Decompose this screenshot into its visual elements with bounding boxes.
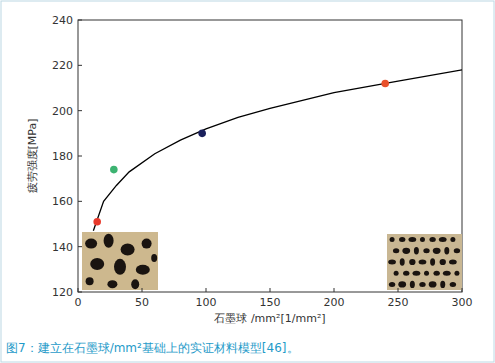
- x-tick: [142, 288, 143, 292]
- x-tick-label: 200: [324, 296, 345, 309]
- inset-nodule: [454, 271, 459, 276]
- data-point: [198, 130, 206, 138]
- inset-nodule: [114, 259, 126, 275]
- x-tick-label: 50: [135, 296, 149, 309]
- inset-nodule: [414, 247, 419, 254]
- y-tick-label: 240: [52, 14, 73, 27]
- x-tick-label: 100: [196, 296, 217, 309]
- y-tick-label: 160: [52, 195, 73, 208]
- x-tick: [206, 288, 207, 292]
- inset-nodule: [443, 271, 451, 276]
- inset-nodule: [430, 258, 435, 265]
- y-tick: [78, 156, 82, 157]
- chart-root: 0 50 100 150 200 250 300 120 140 160 180 200 220 240 石…: [0, 0, 495, 363]
- inset-nodule: [390, 237, 395, 242]
- micrograph-inset: [82, 232, 158, 290]
- x-tick: [398, 288, 399, 292]
- inset-nodule: [412, 271, 420, 276]
- x-tick: [78, 288, 79, 292]
- inset-nodule: [440, 259, 446, 265]
- y-tick-label: 140: [52, 241, 73, 254]
- inset-nodule: [433, 271, 439, 276]
- y-tick: [78, 246, 82, 247]
- inset-nodule: [424, 271, 429, 276]
- x-tick: [462, 288, 463, 292]
- inset-nodule: [439, 237, 447, 242]
- inset-nodule: [399, 237, 405, 242]
- inset-nodule: [403, 271, 409, 276]
- inset-nodule: [400, 258, 405, 265]
- plot-frame: [78, 20, 462, 292]
- x-tick-label: 150: [260, 296, 281, 309]
- inset-nodule: [85, 239, 97, 249]
- caption: 图7：建立在石墨球/mm²基础上的实证材料模型[46]。: [6, 341, 299, 355]
- inset-nodule: [429, 281, 437, 287]
- inset-nodule: [449, 260, 457, 265]
- inset-nodule: [450, 282, 456, 287]
- background: [1, 1, 494, 362]
- inset-nodule: [393, 248, 399, 253]
- y-tick: [78, 110, 82, 111]
- x-tick-label: 250: [388, 296, 409, 309]
- micrograph-inset: [387, 234, 462, 290]
- inset-nodule: [433, 248, 441, 254]
- data-group: [93, 70, 462, 231]
- x-tick: [334, 288, 335, 292]
- y-tick-label: 220: [52, 59, 73, 72]
- inset-nodule: [142, 239, 152, 249]
- inset-nodule: [440, 281, 445, 288]
- data-point: [93, 218, 101, 226]
- y-tick: [78, 65, 82, 66]
- inset-nodule: [408, 237, 416, 242]
- inset-nodule: [121, 243, 135, 255]
- y-tick: [78, 20, 82, 21]
- inset-nodule: [420, 237, 425, 242]
- inset-nodule: [389, 282, 395, 287]
- inset-nodule: [454, 248, 460, 253]
- inset-nodule: [398, 281, 406, 287]
- x-tick: [270, 288, 271, 292]
- y-tick: [78, 292, 82, 293]
- inset-nodule: [409, 259, 415, 265]
- inset-nodule: [86, 277, 94, 285]
- inset-nodule: [388, 260, 396, 265]
- inset-bg: [387, 234, 462, 290]
- inset-nodule: [104, 234, 114, 248]
- inset-nodule: [429, 237, 435, 242]
- fit-curve: [93, 70, 462, 231]
- y-axis-label: 疲劳强度[MPa]: [26, 119, 39, 194]
- inset-nodule: [131, 279, 139, 289]
- inset-nodule: [394, 271, 399, 276]
- inset-nodule: [90, 258, 104, 270]
- x-axis-label: 石墨球 /mm²[1/mm²]: [214, 312, 325, 325]
- inset-nodule: [450, 237, 455, 242]
- x-tick-label: 0: [75, 296, 82, 309]
- inset-bg: [82, 232, 158, 290]
- inset-nodule: [444, 247, 449, 254]
- inset-nodule: [419, 260, 427, 265]
- inset-nodule: [410, 281, 415, 288]
- inset-nodule: [419, 282, 425, 287]
- x-tick-label: 300: [452, 296, 473, 309]
- inset-nodule: [423, 248, 429, 253]
- y-tick: [78, 201, 82, 202]
- inset-nodule: [107, 280, 117, 288]
- y-tick-label: 180: [52, 150, 73, 163]
- inset-nodule: [136, 265, 150, 275]
- y-tick-label: 120: [52, 286, 73, 299]
- inset-nodule: [402, 248, 410, 254]
- data-point: [110, 166, 118, 174]
- inset-nodule: [151, 254, 157, 262]
- data-point: [381, 80, 389, 88]
- y-tick-label: 200: [52, 105, 73, 118]
